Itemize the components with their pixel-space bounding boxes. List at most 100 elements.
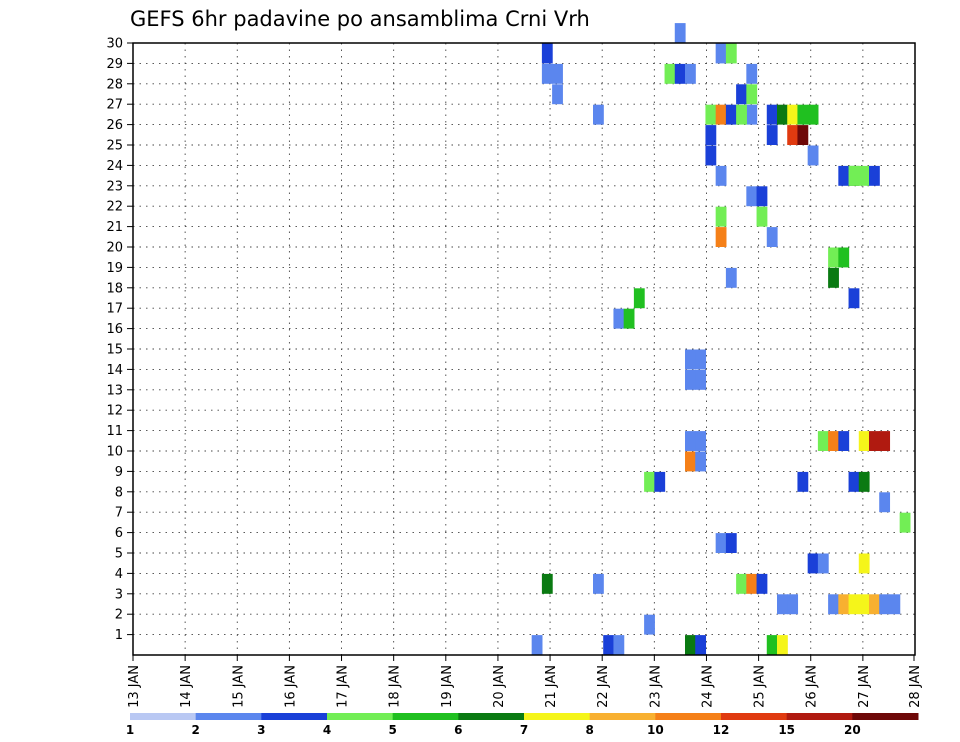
y-axis: 1234567891011121314151617181920212223242…	[106, 37, 133, 643]
heatmap-cell	[797, 125, 809, 145]
legend-level-label: 4	[323, 723, 331, 737]
heatmap-cell	[715, 206, 727, 227]
heatmap-cell	[695, 451, 707, 472]
heatmap-cell	[725, 267, 737, 288]
y-tick-label: 9	[115, 465, 123, 480]
heatmap-cell	[858, 431, 870, 451]
x-axis: 13 JAN 14 JAN 15 JAN 16 JAN 17 JAN 18 JAN 19 J…	[127, 655, 923, 708]
heatmap-cell	[766, 125, 778, 145]
heatmap-cell	[807, 145, 819, 166]
heatmap-cell	[858, 594, 870, 615]
y-tick-label: 11	[106, 424, 123, 439]
heatmap-cell	[705, 125, 717, 145]
y-tick-label: 29	[106, 57, 123, 72]
y-tick-label: 4	[115, 567, 123, 582]
y-tick-label: 12	[106, 404, 123, 419]
heatmap-cell	[531, 635, 543, 655]
x-tick-label: 15 JAN	[231, 665, 246, 708]
x-tick-label: 27 JAN	[857, 665, 872, 708]
heatmap-cell	[838, 247, 850, 268]
x-tick-label: 13 JAN	[127, 665, 142, 708]
heatmap-cell	[828, 594, 839, 615]
heatmap-cell	[715, 43, 727, 64]
heatmap-cell	[705, 104, 717, 125]
heatmap-cell	[869, 165, 880, 186]
heatmap-cell	[603, 635, 615, 655]
heatmap-cell	[695, 431, 707, 451]
heatmap-cell	[746, 186, 758, 207]
legend-level-label: 10	[647, 723, 664, 737]
heatmap-cell	[787, 125, 799, 145]
heatmap-cell	[552, 84, 563, 105]
heatmap-cell	[797, 104, 809, 125]
heatmap-cell	[807, 553, 819, 574]
heatmap-cell	[858, 553, 870, 574]
heatmap-cell	[766, 635, 778, 655]
y-tick-label: 5	[115, 547, 123, 562]
heatmap-cell	[777, 104, 788, 125]
x-tick-label: 17 JAN	[336, 665, 351, 708]
heatmap-cell	[541, 63, 553, 84]
x-tick-label: 20 JAN	[492, 665, 507, 708]
y-tick-label: 8	[115, 485, 123, 500]
heatmap-cell	[766, 227, 778, 247]
legend-swatch	[655, 713, 722, 720]
heatmap-cell	[552, 63, 563, 84]
heatmap-cell	[858, 165, 870, 186]
y-tick-label: 23	[106, 179, 123, 194]
legend-level-label: 7	[520, 723, 528, 737]
heatmap-cell	[828, 247, 839, 268]
y-tick-label: 3	[115, 587, 123, 602]
heatmap-cell	[807, 104, 819, 125]
y-tick-label: 18	[106, 281, 123, 296]
heatmap-cell	[879, 594, 891, 615]
heatmap-cell	[674, 23, 686, 43]
heatmap-cell	[766, 104, 778, 125]
y-tick-label: 22	[106, 200, 123, 215]
y-tick-label: 7	[115, 506, 123, 521]
heatmap-cell	[685, 451, 696, 472]
heatmap-cell	[848, 594, 860, 615]
heatmap-cell	[828, 431, 839, 451]
heatmap-cell	[725, 43, 737, 64]
data-cells	[531, 23, 911, 655]
x-tick-label: 21 JAN	[544, 665, 559, 708]
legend-level-label: 8	[585, 723, 593, 737]
y-tick-label: 24	[106, 159, 123, 174]
legend-swatch	[589, 713, 656, 720]
y-tick-label: 1	[115, 628, 123, 643]
heatmap-cell	[695, 369, 707, 390]
heatmap-cell	[736, 104, 747, 125]
heatmap-cell	[541, 573, 553, 594]
heatmap-cell	[725, 104, 737, 125]
heatmap-cell	[613, 308, 625, 329]
heatmap-cell	[593, 104, 604, 125]
x-tick-label: 19 JAN	[440, 665, 455, 708]
y-tick-label: 25	[106, 139, 123, 154]
heatmap-cell	[746, 63, 758, 84]
legend-level-label: 12	[713, 723, 730, 737]
y-tick-label: 21	[106, 220, 123, 235]
y-tick-label: 30	[106, 37, 123, 52]
color-legend: 1 2 3 4 5 6 7 8 10 12 15 20	[126, 713, 919, 737]
y-tick-label: 16	[106, 322, 123, 337]
legend-swatch	[524, 713, 591, 720]
heatmap-cell	[746, 104, 758, 125]
legend-swatch	[195, 713, 262, 720]
x-tick-label: 26 JAN	[805, 665, 820, 708]
heatmap-cell	[685, 635, 696, 655]
legend-swatch	[458, 713, 525, 720]
grid-lines	[133, 42, 915, 655]
heatmap-cell	[633, 288, 645, 309]
y-tick-label: 2	[115, 608, 123, 623]
y-tick-label: 20	[106, 241, 123, 256]
heatmap-cell	[715, 227, 727, 247]
x-tick-label: 16 JAN	[283, 665, 298, 708]
legend-swatch	[130, 713, 197, 720]
x-tick-label: 22 JAN	[596, 665, 611, 708]
heatmap-cell	[593, 573, 604, 594]
y-tick-label: 13	[106, 383, 123, 398]
legend-level-label: 15	[778, 723, 795, 737]
heatmap-cell	[705, 145, 717, 166]
